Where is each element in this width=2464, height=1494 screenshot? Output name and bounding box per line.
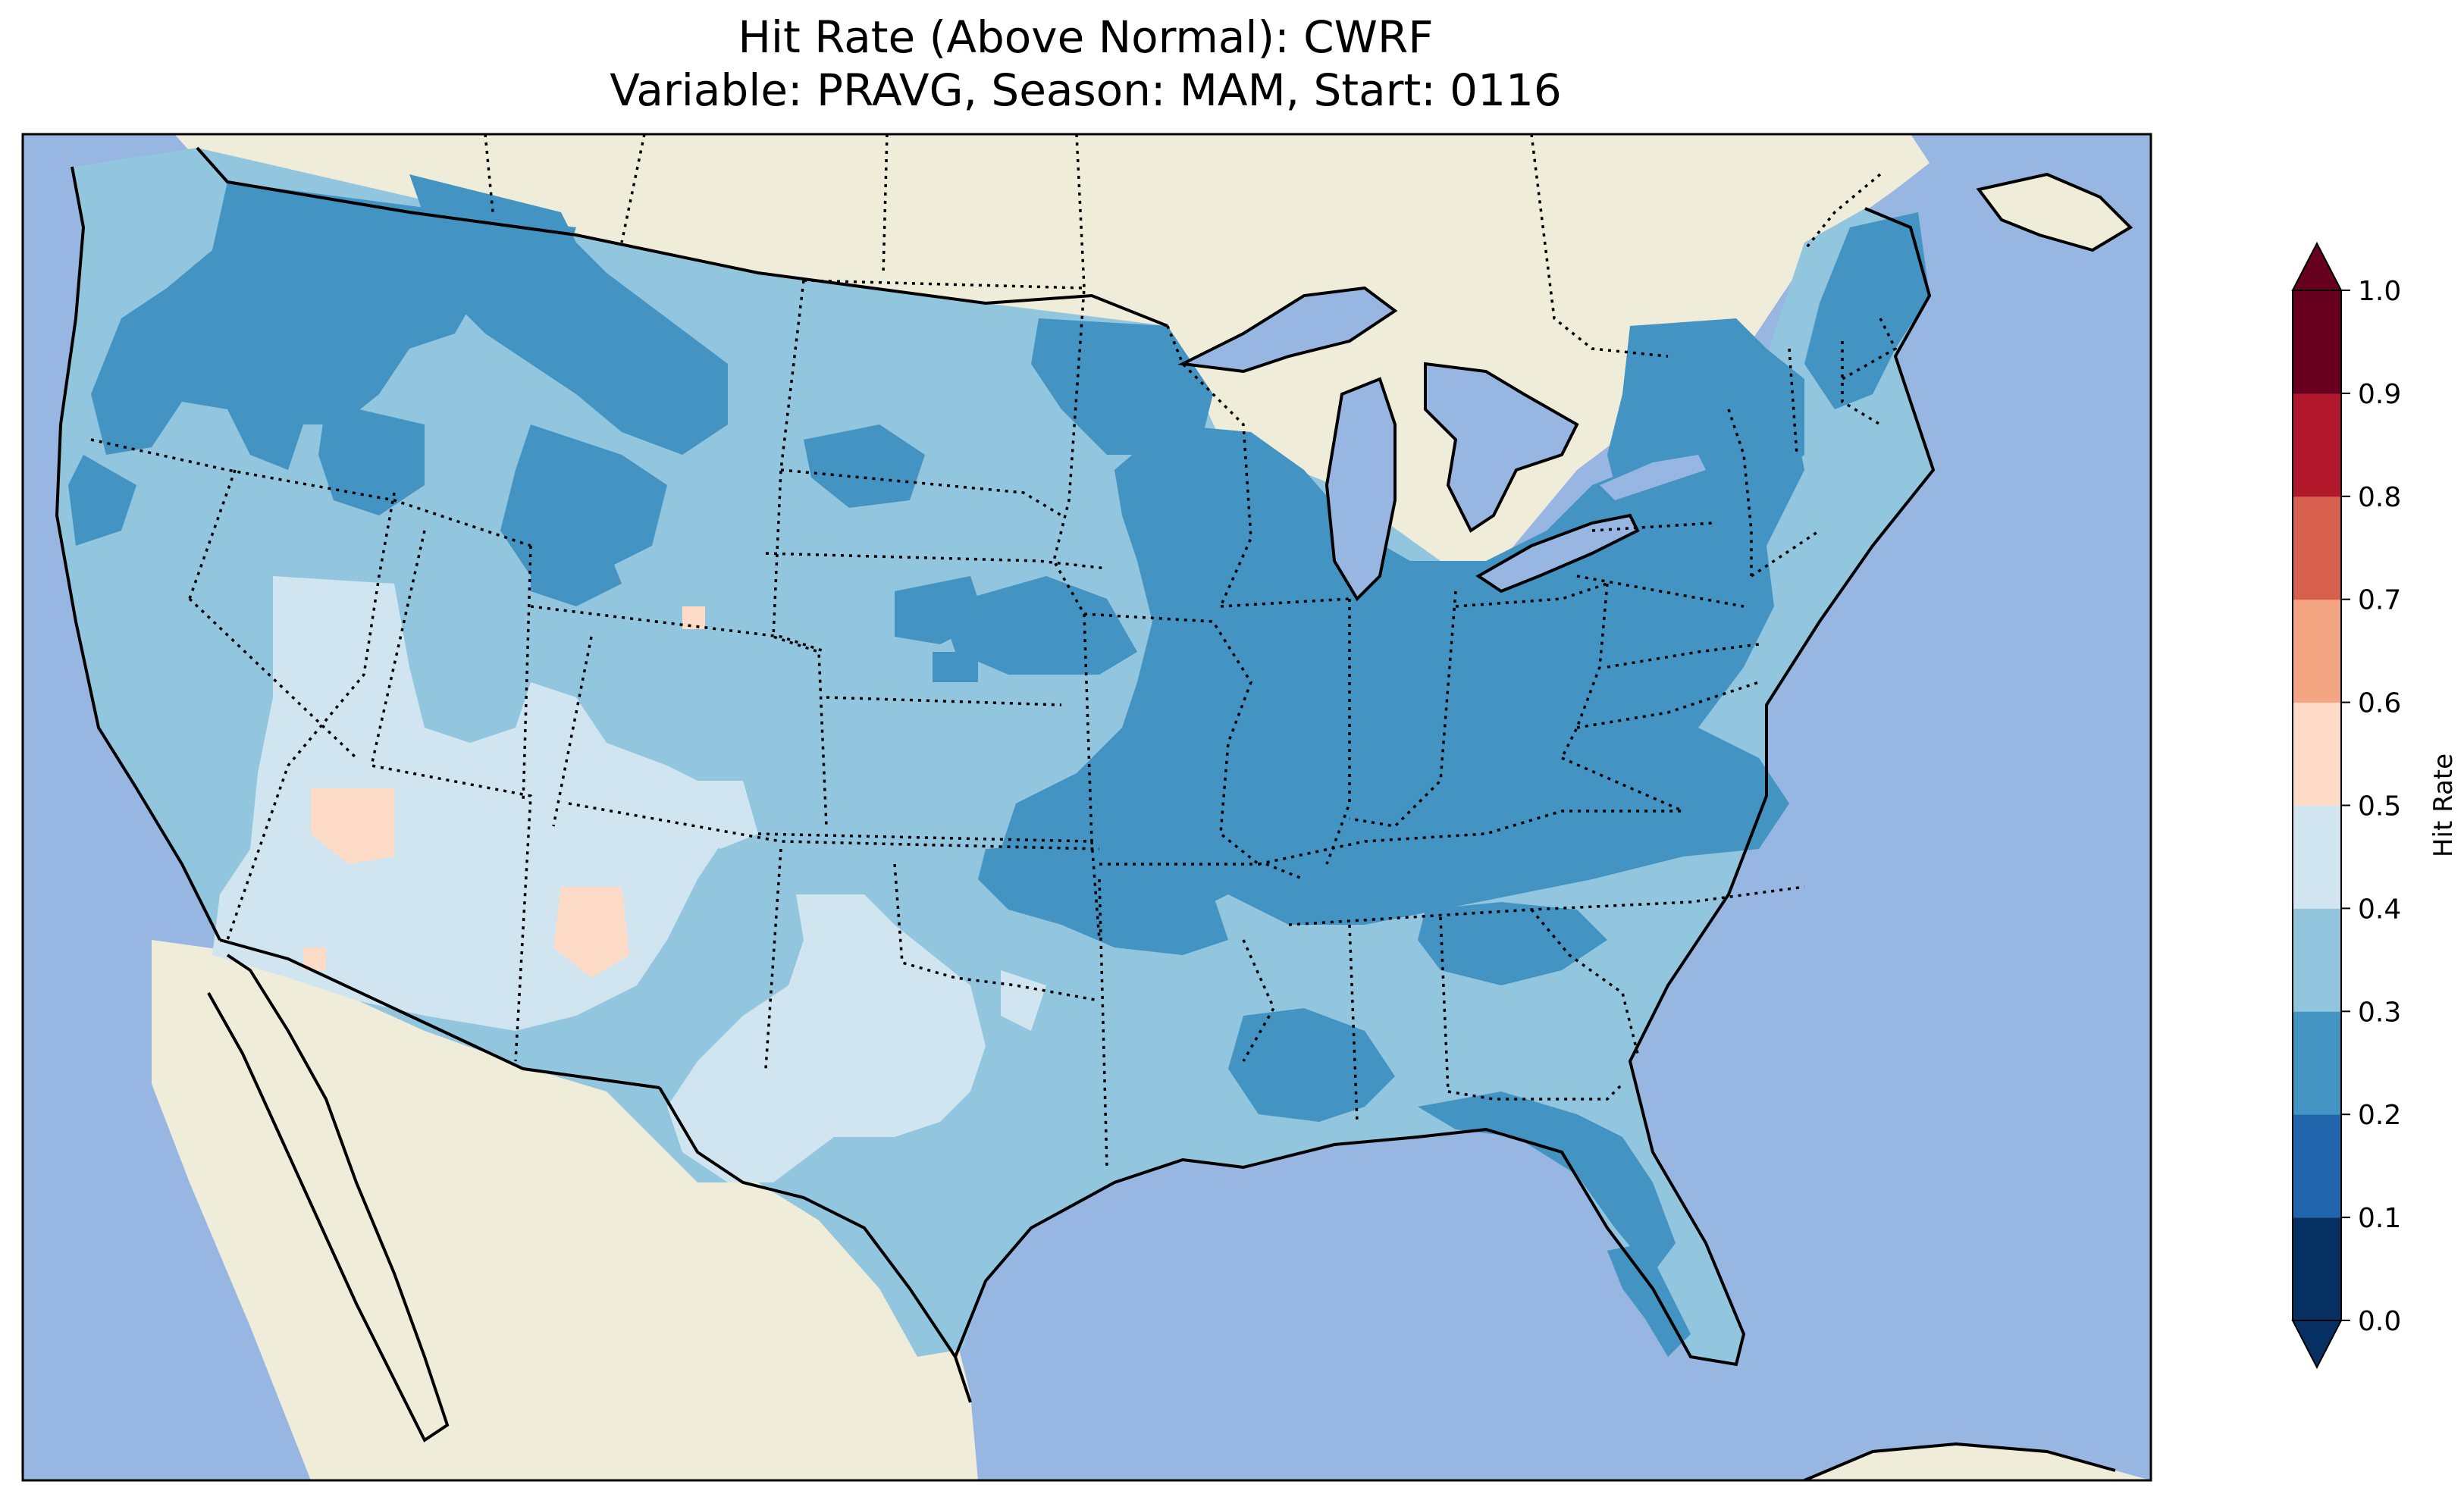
state-borders xyxy=(90,279,1898,1168)
coastlines xyxy=(55,146,2133,1480)
land-baja xyxy=(197,955,447,1440)
land-maritimes xyxy=(1979,174,2130,250)
land-cuba xyxy=(1804,1444,2151,1480)
title-line-1: Hit Rate (Above Normal): CWRF xyxy=(738,11,1434,63)
title-line-2: Variable: PRAVG, Season: MAM, Start: 011… xyxy=(610,64,1562,116)
canada-borders xyxy=(484,134,1882,358)
land-mexico xyxy=(152,940,978,1480)
great-lakes xyxy=(1183,288,1706,599)
map-title: Hit Rate (Above Normal): CWRF Variable: … xyxy=(21,11,2150,117)
band-0.5-0.6-regions xyxy=(303,606,705,978)
map-frame xyxy=(21,133,2152,1482)
